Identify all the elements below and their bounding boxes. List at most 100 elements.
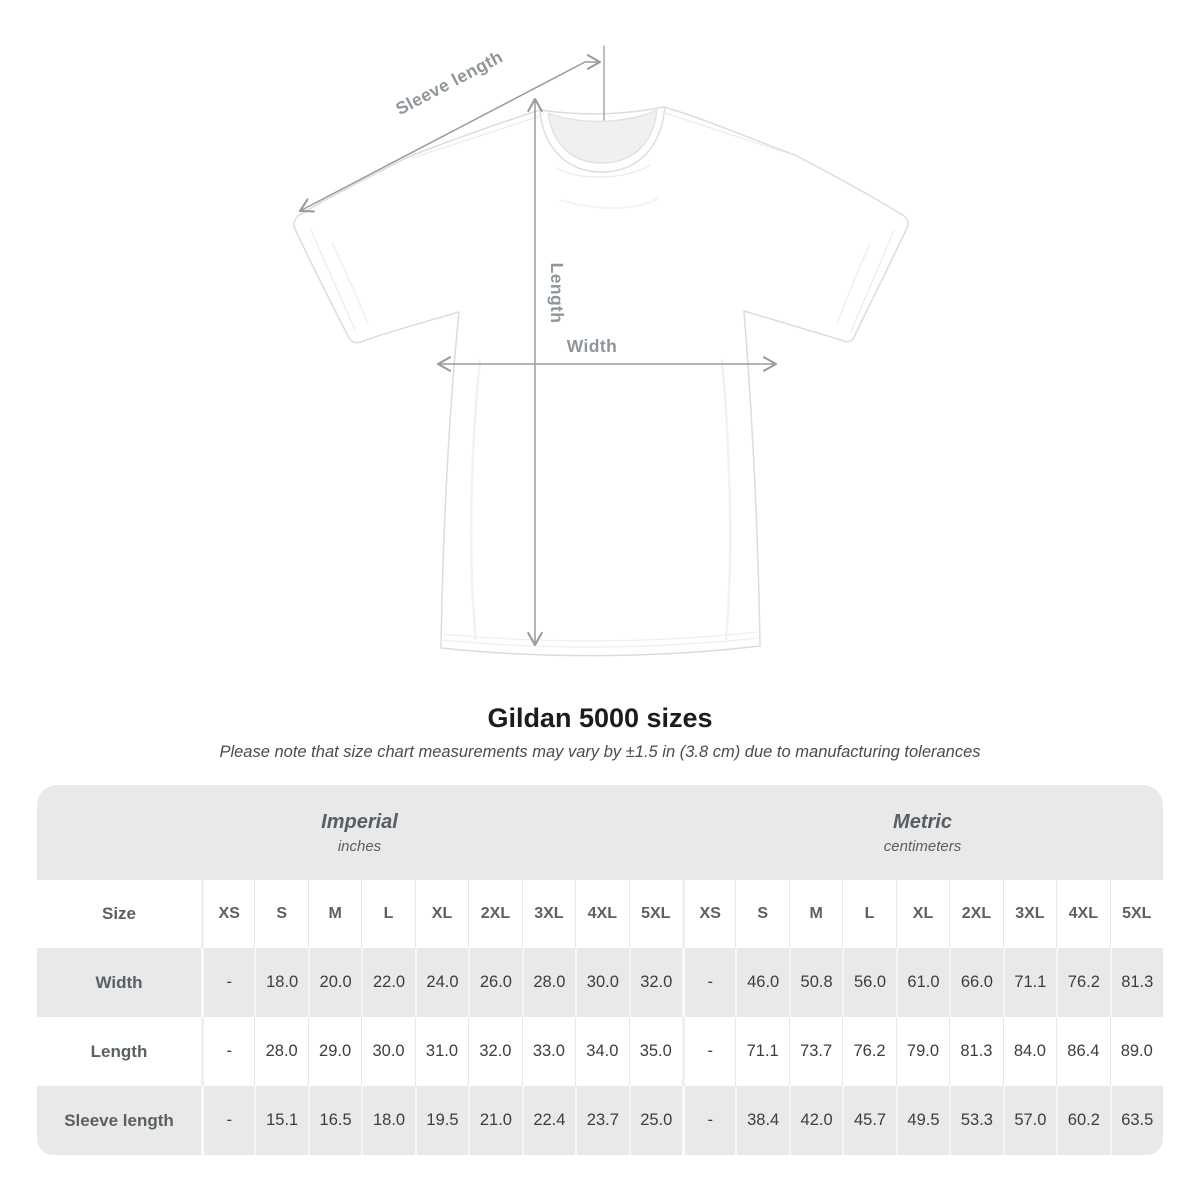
tshirt-diagram: Sleeve length Length Width — [293, 45, 909, 657]
size-table-rows: Size XS S M L XL 2XL 3XL 4XL 5XL XS S M L XL 2XL 3XL 4XL 5… — [37, 880, 1163, 1155]
size-column-header: 2XL — [949, 880, 1002, 948]
width-label: Width — [567, 336, 617, 356]
measurement-cell: 89.0 — [1109, 1017, 1163, 1086]
size-column-header: XS — [201, 880, 254, 948]
measurement-cell: 53.3 — [949, 1086, 1002, 1155]
size-column-header: 4XL — [575, 880, 628, 948]
size-column-header: M — [788, 880, 842, 948]
measurement-cell: 76.2 — [842, 1017, 895, 1086]
measurement-cell: - — [681, 1017, 735, 1086]
measurement-cell: - — [201, 1017, 254, 1086]
measurement-cell: 18.0 — [361, 1086, 414, 1155]
size-column-header: 5XL — [1109, 880, 1163, 948]
measurement-cell: 61.0 — [895, 948, 949, 1017]
sleeve-length-arrow — [298, 54, 602, 213]
measurement-cell: 84.0 — [1002, 1017, 1056, 1086]
size-column-header: M — [307, 880, 361, 948]
measurement-cell: 60.2 — [1056, 1086, 1109, 1155]
measurement-cell: 50.8 — [788, 948, 842, 1017]
measurement-cell: 19.5 — [414, 1086, 468, 1155]
size-column-header: 3XL — [521, 880, 575, 948]
size-column-header: S — [735, 880, 788, 948]
tshirt-illustration — [293, 106, 909, 657]
row-label: Length — [90, 1041, 148, 1061]
measurement-cell: - — [681, 948, 735, 1017]
measurement-cell: 86.4 — [1056, 1017, 1109, 1086]
measurement-cell: 57.0 — [1002, 1086, 1056, 1155]
measurement-cell: 22.4 — [521, 1086, 575, 1155]
table-row-length: Length -28.0 29.0 30.0 31.0 32.0 33.0 34.0 35.0-… — [37, 1017, 1163, 1086]
table-row-width: Width -18.0 20.0 22.0 24.0 26.0 28.0 30.0 32.0-4… — [37, 948, 1163, 1017]
size-column-header: XL — [414, 880, 468, 948]
measurement-cell: 81.3 — [949, 1017, 1002, 1086]
size-column-header: 4XL — [1056, 880, 1109, 948]
row-label: Width — [95, 972, 143, 992]
size-header-row: Size XS S M L XL 2XL 3XL 4XL 5XL XS S M L XL 2XL 3XL 4XL 5… — [37, 880, 1163, 948]
tolerance-note: Please note that size chart measurements… — [219, 743, 981, 761]
length-label: Length — [547, 263, 567, 324]
measurement-cell: 56.0 — [842, 948, 895, 1017]
measurement-cell: 73.7 — [788, 1017, 842, 1086]
measurement-cell: 66.0 — [949, 948, 1002, 1017]
measurement-cell: 42.0 — [788, 1086, 842, 1155]
metric-units-label: centimeters — [883, 837, 962, 855]
size-chart-table: Imperial inches Metric centimeters Size X… — [37, 785, 1163, 1155]
measurement-cell: 15.1 — [254, 1086, 307, 1155]
measurement-cell: 28.0 — [254, 1017, 307, 1086]
measurement-cell: 49.5 — [895, 1086, 949, 1155]
measurement-cell: 18.0 — [254, 948, 307, 1017]
measurement-cell: 33.0 — [521, 1017, 575, 1086]
imperial-section-header: Imperial inches — [37, 785, 682, 880]
measurement-cell: 20.0 — [307, 948, 361, 1017]
measurement-cell: 31.0 — [414, 1017, 468, 1086]
size-column-header: 3XL — [1002, 880, 1056, 948]
measurement-cell: 71.1 — [735, 1017, 788, 1086]
measurement-cell: 30.0 — [575, 948, 628, 1017]
measurement-cell: 24.0 — [414, 948, 468, 1017]
page-title: Gildan 5000 sizes — [487, 703, 713, 733]
measurement-arrows — [298, 45, 778, 647]
measurement-cell: 45.7 — [842, 1086, 895, 1155]
measurement-cell: 32.0 — [468, 1017, 521, 1086]
measurement-cell: 30.0 — [361, 1017, 414, 1086]
size-column-header: S — [254, 880, 307, 948]
size-column-header: XS — [681, 880, 735, 948]
measurement-cell: 25.0 — [628, 1086, 682, 1155]
measurement-cell: 26.0 — [468, 948, 521, 1017]
size-column-header: 5XL — [628, 880, 682, 948]
measurement-cell: 21.0 — [468, 1086, 521, 1155]
table-row-sleeve-length: Sleeve length -15.1 16.5 18.0 19.5 21.0 22.4 23… — [37, 1086, 1163, 1155]
measurement-cell: 46.0 — [735, 948, 788, 1017]
sleeve-length-label: Sleeve length — [392, 46, 506, 119]
measurement-cell: - — [681, 1086, 735, 1155]
measurement-cell: 34.0 — [575, 1017, 628, 1086]
measurement-cell: 22.0 — [361, 948, 414, 1017]
measurement-cell: 23.7 — [575, 1086, 628, 1155]
measurement-cell: 76.2 — [1056, 948, 1109, 1017]
row-label: Size — [101, 904, 137, 923]
measurement-cell: 32.0 — [628, 948, 682, 1017]
measurement-cell: 29.0 — [307, 1017, 361, 1086]
size-column-header: L — [842, 880, 895, 948]
metric-section-header: Metric centimeters — [682, 785, 1163, 880]
measurement-cell: 71.1 — [1002, 948, 1056, 1017]
measurement-cell: 35.0 — [628, 1017, 682, 1086]
measurement-cell: 38.4 — [735, 1086, 788, 1155]
measurement-cell: 79.0 — [895, 1017, 949, 1086]
units-header-band: Imperial inches Metric centimeters — [37, 785, 1163, 880]
measurement-cell: - — [201, 948, 254, 1017]
metric-label: Metric — [893, 810, 952, 833]
measurement-cell: 81.3 — [1109, 948, 1163, 1017]
size-column-header: 2XL — [468, 880, 521, 948]
imperial-units-label: inches — [337, 837, 382, 855]
measurement-cell: 63.5 — [1109, 1086, 1163, 1155]
size-column-header: L — [361, 880, 414, 948]
size-column-header: XL — [895, 880, 949, 948]
measurement-cell: 16.5 — [307, 1086, 361, 1155]
measurement-cell: - — [201, 1086, 254, 1155]
measurement-cell: 28.0 — [521, 948, 575, 1017]
tshirt-diagram-svg: Sleeve length Length Width — [293, 45, 909, 657]
imperial-label: Imperial — [321, 810, 398, 833]
row-label: Sleeve length — [64, 1110, 174, 1130]
